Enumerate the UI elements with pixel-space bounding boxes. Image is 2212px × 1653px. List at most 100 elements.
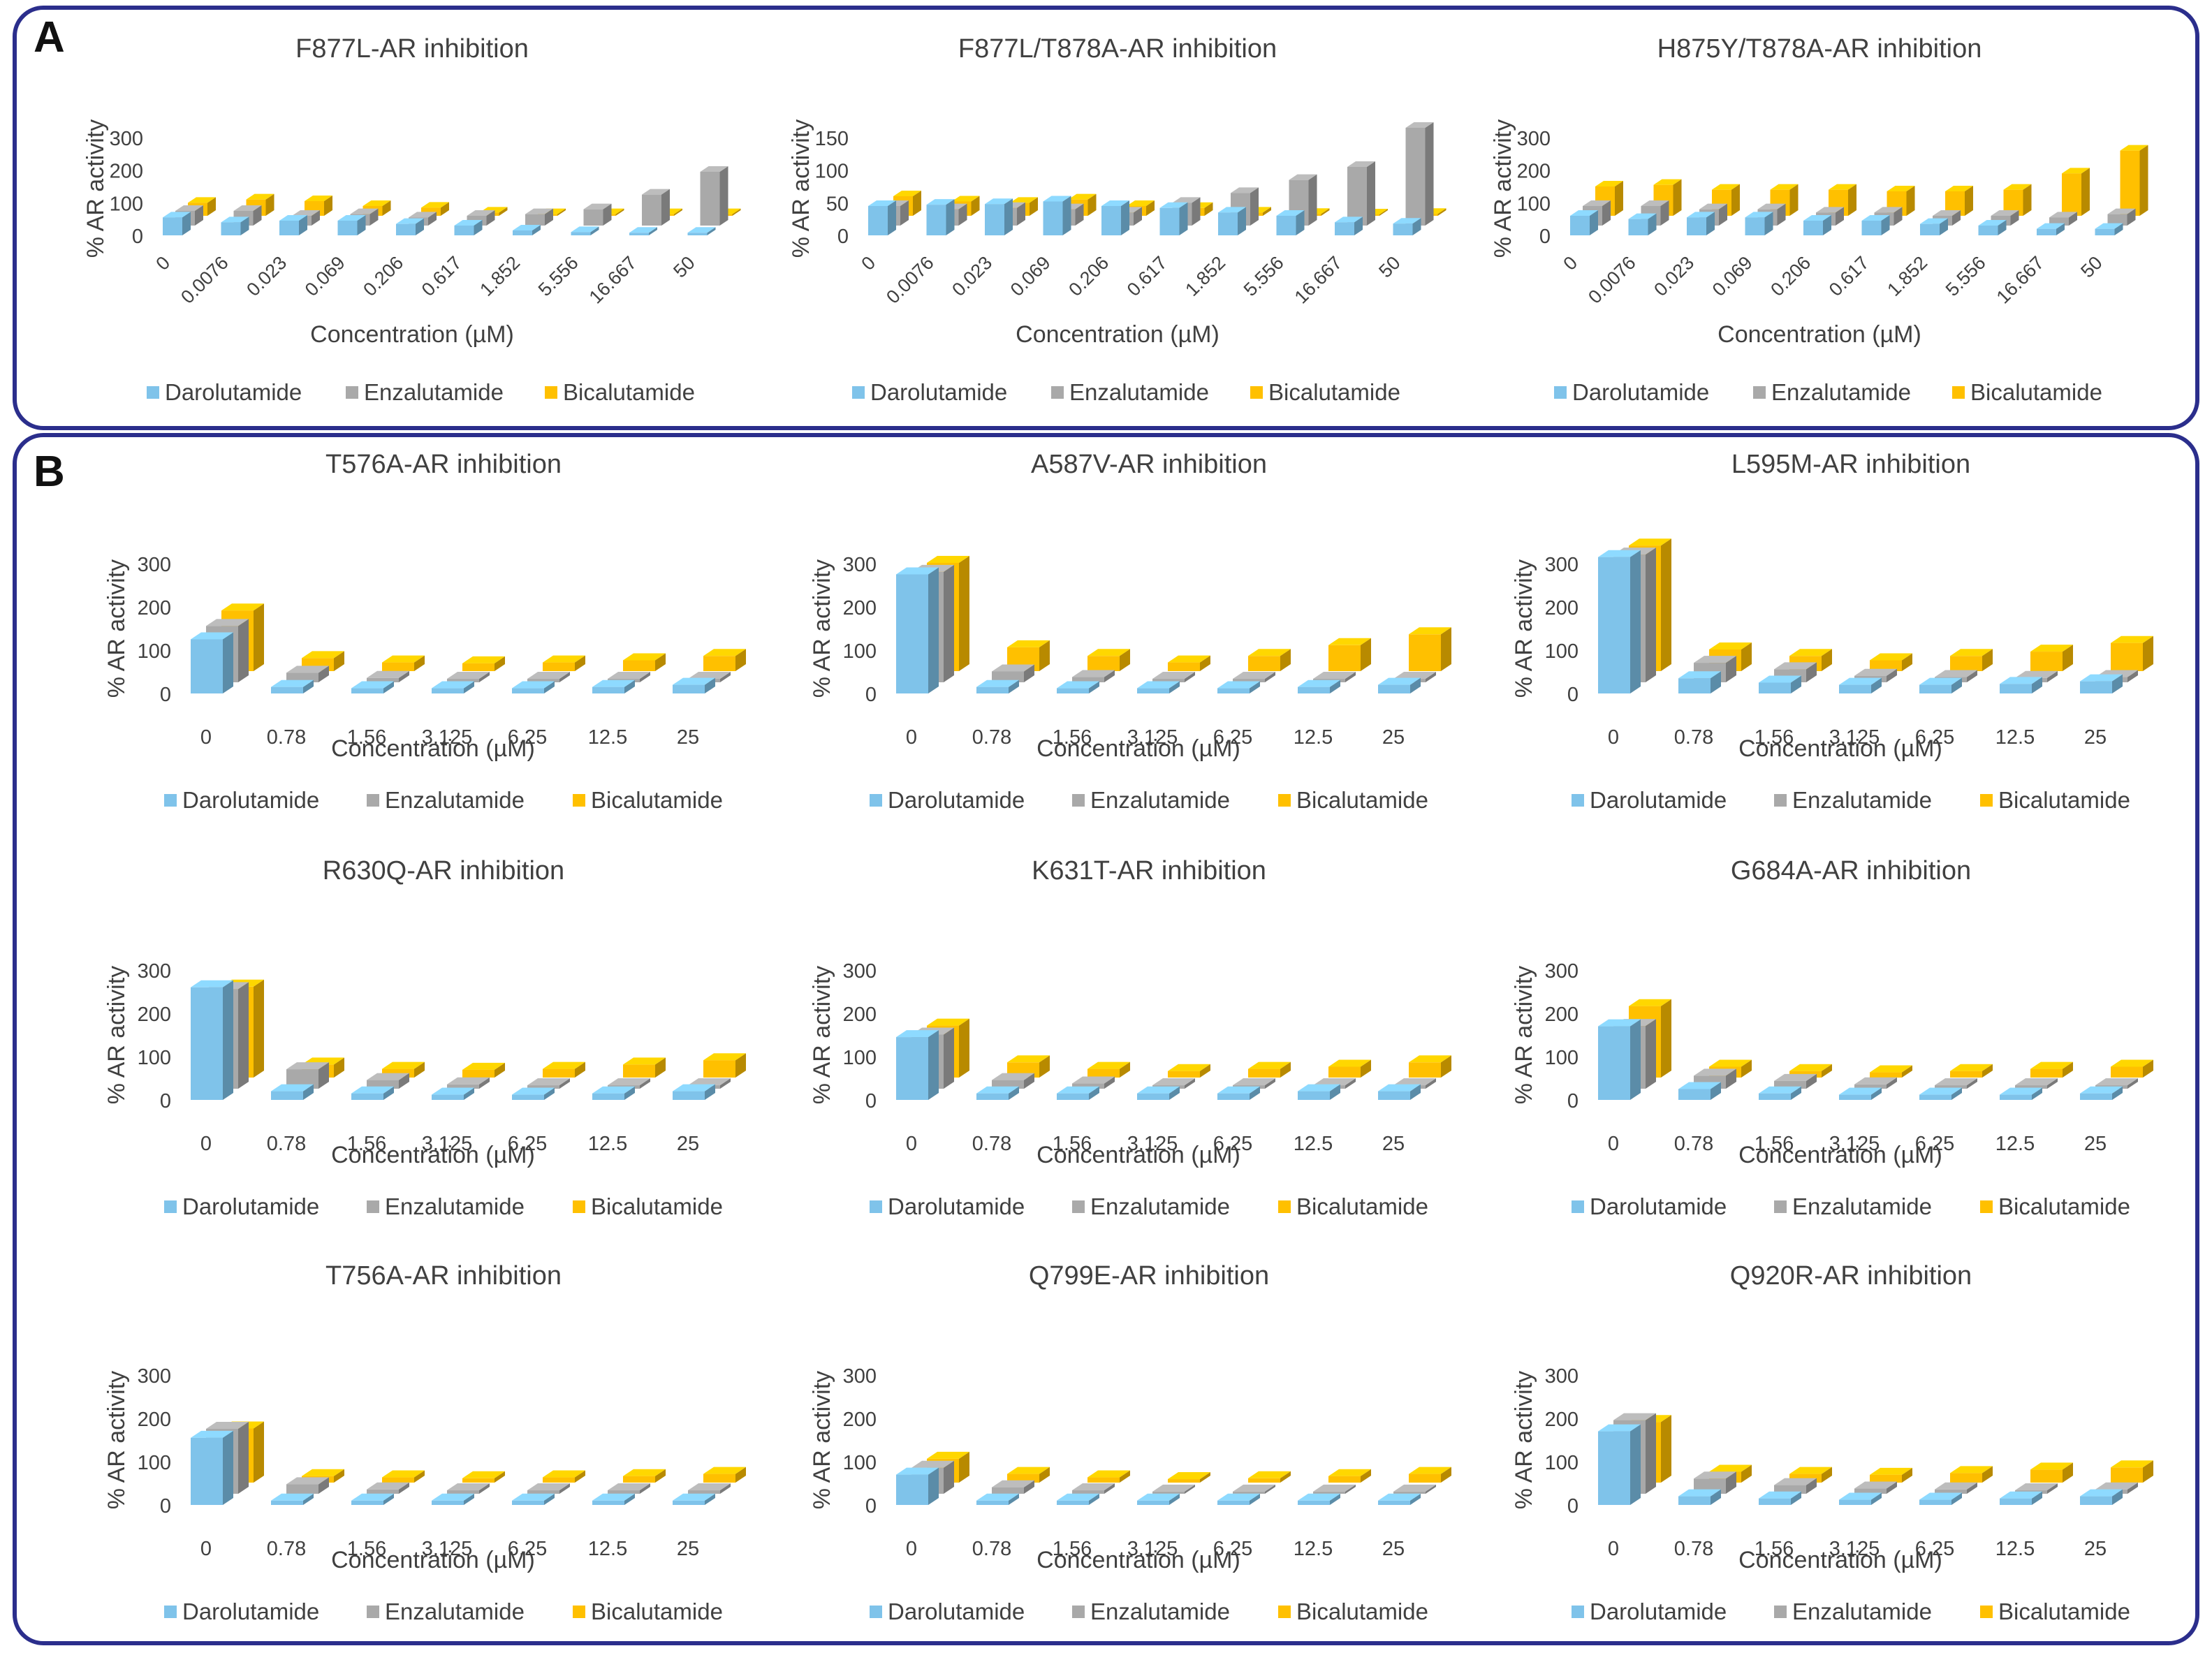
bar-darolutamide-4 xyxy=(1217,1086,1260,1100)
svg-text:Darolutamide: Darolutamide xyxy=(870,379,1007,405)
bar-bicalutamide-5 xyxy=(1328,638,1371,671)
bar-darolutamide-6 xyxy=(2080,1086,2123,1100)
y-tick-label: 200 xyxy=(843,1409,877,1431)
y-tick-label: 300 xyxy=(843,1365,877,1388)
bar-enzalutamide-5 xyxy=(2015,1078,2058,1089)
bar-enzalutamide-6 xyxy=(688,1483,731,1494)
y-axis-label: % AR activity xyxy=(809,1371,835,1509)
bar-darolutamide-3 xyxy=(1839,1492,1882,1505)
bar-darolutamide-4 xyxy=(1803,215,1831,235)
x-tick-label: 1.56 xyxy=(1053,726,1092,749)
legend-darolutamide: Darolutamide xyxy=(164,787,319,813)
bar-enzalutamide-6 xyxy=(525,208,553,226)
y-tick-label: 0 xyxy=(1539,226,1551,248)
bar-darolutamide-8 xyxy=(1335,216,1363,235)
x-tick-label: 0.78 xyxy=(972,726,1011,749)
bar-darolutamide-5 xyxy=(592,1086,635,1100)
x-axis-label: Concentration (µM) xyxy=(1738,1547,1942,1573)
x-tick-label: 1.852 xyxy=(1883,252,1931,300)
x-tick-label: 12.5 xyxy=(1995,1538,2035,1560)
bar-darolutamide-2 xyxy=(351,681,394,693)
bar-enzalutamide-5 xyxy=(608,1483,650,1494)
legend-bicalutamide: Bicalutamide xyxy=(1980,1193,2130,1219)
x-tick-label: 0.206 xyxy=(1064,252,1113,300)
x-tick-label: 0 xyxy=(1608,1538,1619,1560)
legend-darolutamide: Darolutamide xyxy=(1554,379,1709,405)
x-tick-label: 0 xyxy=(906,726,917,749)
bar-enzalutamide-1 xyxy=(286,666,329,682)
bar-darolutamide-5 xyxy=(1298,1493,1340,1505)
x-tick-label: 0 xyxy=(152,252,174,274)
bar-darolutamide-9 xyxy=(687,227,716,235)
x-tick-label: 6.25 xyxy=(1915,1133,1954,1155)
bar-enzalutamide-1 xyxy=(992,664,1034,682)
bar-bicalutamide-6 xyxy=(1409,1467,1451,1483)
bar-darolutamide-1 xyxy=(976,1086,1019,1100)
svg-text:Darolutamide: Darolutamide xyxy=(165,379,302,405)
legend-darolutamide: Darolutamide xyxy=(164,1193,319,1219)
legend-enzalutamide: Enzalutamide xyxy=(1072,787,1230,813)
x-tick-label: 0 xyxy=(200,726,212,749)
x-tick-label: 0.069 xyxy=(1006,252,1055,300)
bar-darolutamide-0 xyxy=(1598,1424,1641,1505)
bar-darolutamide-1 xyxy=(221,216,249,235)
bar-darolutamide-6 xyxy=(2080,674,2123,693)
bar-darolutamide-5 xyxy=(2000,1491,2042,1505)
bar-bicalutamide-4 xyxy=(543,655,585,671)
svg-text:Enzalutamide: Enzalutamide xyxy=(1771,379,1911,405)
x-tick-label: 3.125 xyxy=(1829,726,1880,749)
chart-q799e-ar-inhibition: Q799E-AR inhibition % AR activity 0 100 200 3… xyxy=(809,1261,1451,1624)
svg-text:Enzalutamide: Enzalutamide xyxy=(1069,379,1209,405)
y-axis-label: % AR activity xyxy=(1490,119,1516,258)
bar-bicalutamide-3 xyxy=(462,1471,505,1483)
bar-darolutamide-1 xyxy=(976,1493,1019,1505)
y-tick-label: 200 xyxy=(1545,597,1579,619)
y-tick-label: 200 xyxy=(138,1409,171,1431)
y-tick-label: 200 xyxy=(138,597,171,619)
bar-darolutamide-2 xyxy=(279,215,307,235)
x-tick-label: 0.069 xyxy=(301,252,349,300)
chart-title: F877L-AR inhibition xyxy=(295,34,529,64)
legend-bicalutamide: Bicalutamide xyxy=(1250,379,1400,405)
legend-darolutamide: Darolutamide xyxy=(1572,787,1727,813)
y-tick-label: 100 xyxy=(1545,1452,1579,1474)
bar-enzalutamide-4 xyxy=(527,1078,570,1089)
legend-enzalutamide: Enzalutamide xyxy=(1051,379,1209,405)
x-tick-label: 25 xyxy=(1382,1133,1405,1155)
bar-darolutamide-0 xyxy=(191,980,233,1100)
x-tick-label: 0 xyxy=(1559,252,1581,274)
bar-bicalutamide-4 xyxy=(1248,1061,1291,1078)
bar-darolutamide-3 xyxy=(337,215,366,235)
bar-darolutamide-5 xyxy=(454,220,483,235)
bar-darolutamide-1 xyxy=(926,199,955,235)
y-tick-label: 100 xyxy=(138,640,171,663)
bar-bicalutamide-9 xyxy=(2120,145,2148,216)
bar-darolutamide-1 xyxy=(1678,1489,1721,1505)
bar-darolutamide-0 xyxy=(896,1467,939,1505)
bar-bicalutamide-3 xyxy=(462,1062,505,1078)
bar-enzalutamide-8 xyxy=(642,189,670,226)
chart-q920r-ar-inhibition: Q920R-AR inhibition % AR activity 0 100 200 3… xyxy=(1511,1261,2153,1624)
y-axis-label: % AR activity xyxy=(1511,966,1537,1104)
y-tick-label: 300 xyxy=(1545,960,1579,983)
bar-enzalutamide-5 xyxy=(1313,1484,1356,1494)
bar-darolutamide-0 xyxy=(191,1430,233,1505)
x-tick-label: 12.5 xyxy=(588,1538,627,1560)
bar-darolutamide-0 xyxy=(163,212,191,235)
chart-title: K631T-AR inhibition xyxy=(1032,856,1266,886)
bar-darolutamide-7 xyxy=(1978,220,2007,235)
bar-enzalutamide-1 xyxy=(992,1073,1034,1089)
svg-text:Bicalutamide: Bicalutamide xyxy=(1268,379,1400,405)
x-tick-label: 25 xyxy=(2084,1538,2107,1560)
legend-enzalutamide: Enzalutamide xyxy=(1072,1599,1230,1624)
bar-bicalutamide-3 xyxy=(1870,1065,1912,1078)
bar-bicalutamide-5 xyxy=(623,1057,666,1078)
legend-bicalutamide: Bicalutamide xyxy=(1278,787,1428,813)
bar-bicalutamide-4 xyxy=(421,202,449,216)
y-tick-label: 0 xyxy=(865,1090,877,1112)
bar-enzalutamide-3 xyxy=(1152,672,1195,682)
bar-darolutamide-6 xyxy=(2080,1489,2123,1505)
x-tick-label: 12.5 xyxy=(1294,726,1333,749)
bar-darolutamide-5 xyxy=(1861,215,1890,235)
y-tick-label: 0 xyxy=(132,226,143,248)
